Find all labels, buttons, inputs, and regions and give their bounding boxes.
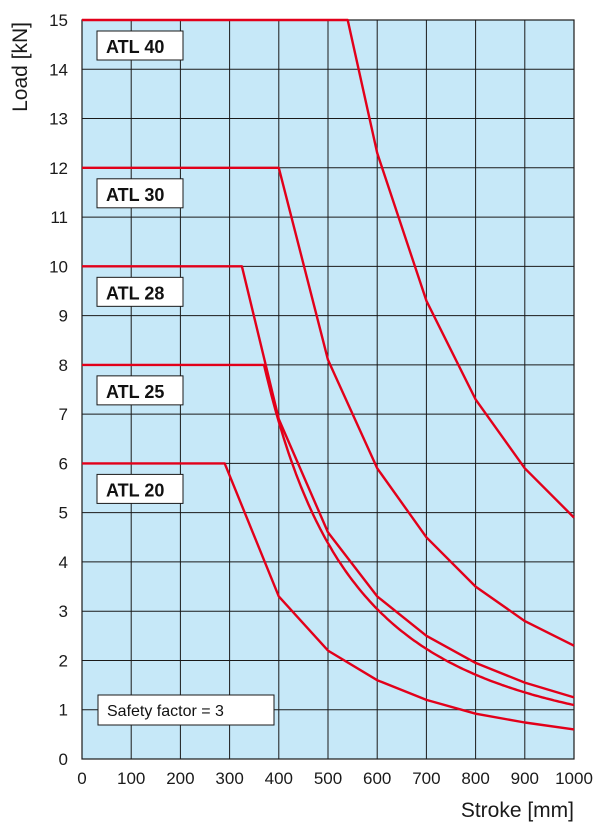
curve-atl-25 <box>82 363 575 707</box>
x-axis-title: Stroke [mm] <box>461 799 574 822</box>
x-tick-label: 0 <box>77 769 86 788</box>
curve-atl-30 <box>82 166 575 647</box>
y-tick-label: 1 <box>59 701 68 720</box>
label-box <box>96 30 184 61</box>
y-tick-label: 8 <box>59 356 68 375</box>
label-atl-30: ATL 30 <box>96 178 184 209</box>
curve-label-text: ATL 28 <box>106 283 164 303</box>
x-tick-label: 700 <box>412 769 440 788</box>
x-tick-label: 100 <box>117 769 145 788</box>
y-tick-label: 11 <box>50 208 68 227</box>
safety-factor-text: Safety factor = 3 <box>107 703 224 720</box>
x-tick-label: 400 <box>265 769 293 788</box>
y-tick-label: 12 <box>49 159 68 178</box>
y-tick-label: 4 <box>59 553 68 572</box>
y-tick-label: 15 <box>49 11 68 30</box>
y-tick-label: 3 <box>59 602 68 621</box>
label-atl-28: ATL 28 <box>96 276 184 307</box>
label-atl-20: ATL 20 <box>96 473 184 504</box>
y-tick-label: 10 <box>49 257 68 276</box>
x-tick-label: 800 <box>461 769 489 788</box>
x-tick-labels: 0 100 200 300 400 500 600 700 800 900 1000 <box>77 769 593 788</box>
label-box <box>96 276 184 307</box>
x-tick-label: 1000 <box>555 769 593 788</box>
curve-atl-28 <box>82 265 575 699</box>
curve-label-text: ATL 20 <box>106 480 164 500</box>
label-box <box>96 178 184 209</box>
y-tick-label: 9 <box>59 307 68 326</box>
grid-lines <box>81 19 575 760</box>
y-tick-label: 6 <box>59 454 68 473</box>
safety-factor-note: Safety factor = 3 <box>97 694 275 726</box>
y-axis-title: Load [kN] <box>9 22 32 112</box>
x-tick-label: 600 <box>363 769 391 788</box>
y-tick-label: 5 <box>59 504 68 523</box>
y-tick-label: 0 <box>59 750 68 769</box>
y-tick-label: 2 <box>59 651 68 670</box>
curve-label-text: ATL 30 <box>106 185 164 205</box>
curve-atl-20 <box>82 462 575 731</box>
label-atl-40: ATL 40 <box>96 30 184 61</box>
x-tick-label: 300 <box>215 769 243 788</box>
y-tick-label: 14 <box>49 60 68 79</box>
label-box <box>96 473 184 504</box>
load-curves <box>82 18 575 731</box>
safety-factor-box <box>97 694 275 726</box>
label-atl-25: ATL 25 <box>96 375 184 406</box>
y-tick-label: 7 <box>59 405 68 424</box>
curve-label-text: ATL 40 <box>106 37 164 57</box>
curve-atl-40 <box>82 18 575 519</box>
label-box <box>96 375 184 406</box>
x-tick-label: 500 <box>314 769 342 788</box>
curve-labels: ATL 40 ATL 30 ATL 28 ATL 25 ATL 20 <box>96 30 184 504</box>
curve-label-text: ATL 25 <box>106 382 164 402</box>
x-tick-label: 900 <box>511 769 539 788</box>
x-tick-label: 200 <box>166 769 194 788</box>
y-tick-label: 13 <box>49 110 68 129</box>
